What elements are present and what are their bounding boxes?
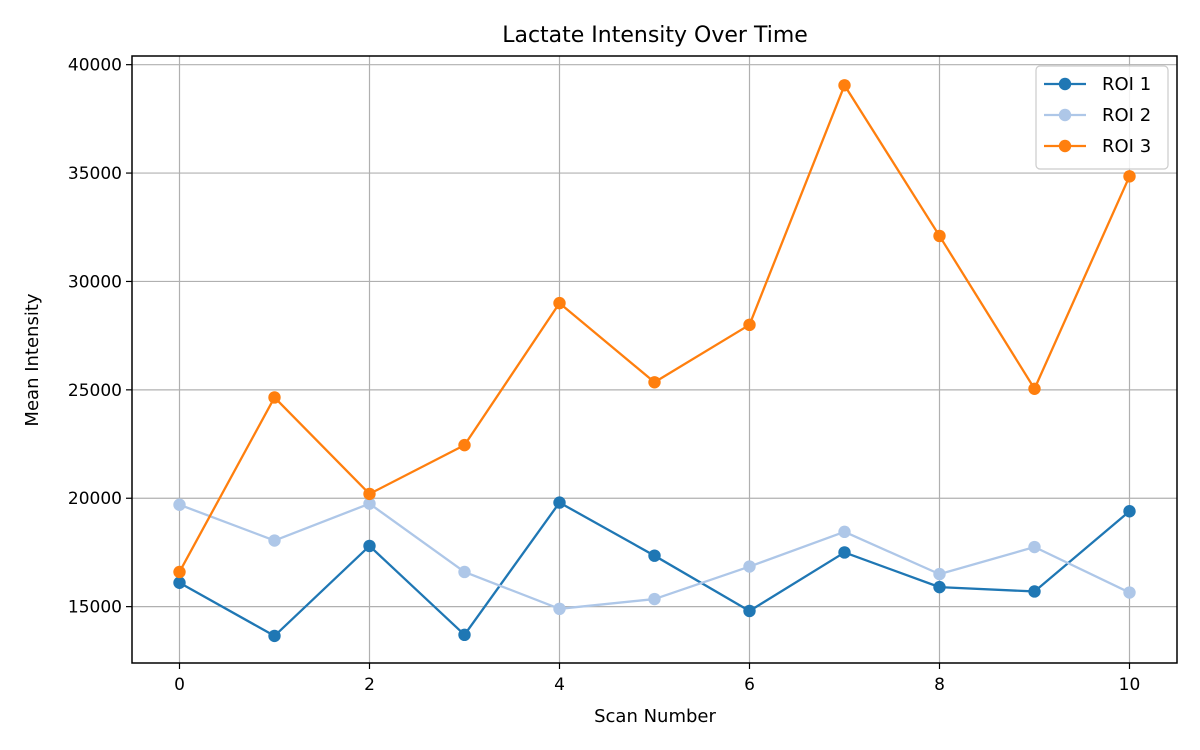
data-point: [1028, 585, 1041, 598]
legend-marker: [1058, 108, 1072, 122]
x-tick-label: 10: [1119, 675, 1141, 695]
data-point: [363, 497, 376, 510]
chart-title: Lactate Intensity Over Time: [502, 23, 808, 48]
data-point: [648, 549, 661, 562]
data-point: [173, 498, 186, 511]
x-tick-label: 2: [364, 675, 375, 695]
data-point: [1123, 586, 1136, 599]
plot-frame: [131, 55, 1178, 664]
legend: ROI 1 ROI 2 ROI 3: [1035, 65, 1169, 170]
data-point: [648, 376, 661, 389]
y-axis-label: Mean Intensity: [22, 293, 43, 426]
axis-ticks: 0 2 4 6 8 10 15000 20000 25000 30000 35000 40000: [68, 56, 1140, 695]
x-tick-label: 8: [934, 675, 945, 695]
data-point: [743, 604, 756, 618]
data-point: [173, 576, 186, 589]
y-tick-label: 40000: [68, 56, 122, 76]
grid-lines: [132, 56, 1177, 663]
data-point: [838, 546, 851, 559]
data-point: [553, 496, 566, 509]
data-point: [1028, 382, 1041, 395]
y-tick-label: 30000: [68, 272, 122, 292]
legend-label: ROI 3: [1102, 136, 1151, 157]
data-point: [458, 565, 471, 579]
data-point: [933, 229, 946, 243]
series-layer: [173, 79, 1136, 643]
legend-item: ROI 1: [1044, 74, 1151, 95]
legend-label: ROI 1: [1102, 74, 1151, 95]
series-3: [173, 79, 1136, 579]
data-point: [268, 629, 281, 643]
data-point: [363, 539, 376, 553]
series-2: [173, 497, 1136, 616]
legend-label: ROI 2: [1102, 105, 1151, 126]
series-1: [173, 496, 1136, 643]
x-tick-label: 4: [554, 675, 565, 695]
data-point: [553, 602, 566, 616]
y-tick-label: 35000: [68, 164, 122, 184]
y-tick-label: 25000: [68, 381, 122, 401]
x-axis-label: Scan Number: [594, 706, 716, 727]
legend-marker: [1058, 77, 1072, 91]
data-point: [268, 391, 281, 404]
data-point: [743, 318, 756, 332]
data-point: [838, 525, 851, 539]
y-tick-label: 20000: [68, 489, 122, 509]
data-point: [1123, 170, 1136, 183]
data-point: [458, 438, 471, 452]
y-tick-label: 15000: [68, 598, 122, 618]
data-point: [1028, 540, 1041, 554]
data-point: [1123, 505, 1136, 518]
legend-item: ROI 3: [1044, 136, 1151, 157]
legend-item: ROI 2: [1044, 105, 1151, 126]
x-tick-label: 6: [744, 675, 755, 695]
data-point: [268, 534, 281, 547]
legend-marker: [1058, 139, 1072, 153]
data-point: [173, 565, 186, 579]
data-point: [648, 592, 661, 606]
data-point: [838, 79, 851, 92]
x-tick-label: 0: [174, 675, 185, 695]
data-point: [458, 628, 471, 642]
data-point: [933, 580, 946, 594]
data-point: [743, 560, 756, 573]
data-point: [553, 296, 566, 310]
data-point: [933, 567, 946, 581]
data-point: [363, 487, 376, 501]
